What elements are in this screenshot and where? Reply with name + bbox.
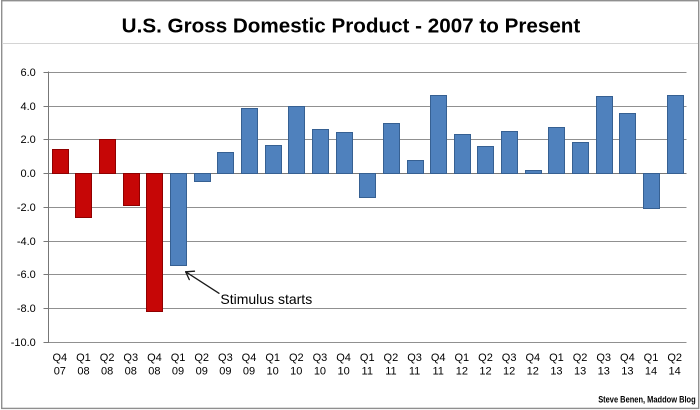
svg-text:-4.0: -4.0: [17, 236, 36, 248]
svg-text:13: 13: [621, 366, 633, 378]
svg-text:Q1: Q1: [171, 352, 186, 364]
svg-text:Q2: Q2: [100, 352, 115, 364]
svg-text:Q1: Q1: [76, 352, 91, 364]
svg-text:Q1: Q1: [644, 352, 659, 364]
svg-text:11: 11: [409, 366, 420, 378]
svg-text:Q3: Q3: [502, 352, 517, 364]
svg-text:Q2: Q2: [667, 352, 682, 364]
svg-text:13: 13: [550, 366, 562, 378]
svg-text:08: 08: [77, 366, 89, 378]
svg-text:-2.0: -2.0: [17, 202, 36, 214]
svg-text:08: 08: [101, 366, 113, 378]
svg-text:10: 10: [267, 366, 279, 378]
svg-text:09: 09: [243, 366, 255, 378]
svg-text:Q2: Q2: [384, 352, 399, 364]
svg-text:Q1: Q1: [549, 352, 564, 364]
svg-text:09: 09: [196, 366, 208, 378]
svg-text:10: 10: [314, 366, 326, 378]
svg-text:Q1: Q1: [454, 352, 469, 364]
svg-text:Q2: Q2: [289, 352, 304, 364]
svg-text:Q4: Q4: [242, 352, 257, 364]
svg-text:4.0: 4.0: [21, 101, 36, 113]
svg-text:-8.0: -8.0: [17, 303, 36, 315]
svg-text:10: 10: [290, 366, 302, 378]
svg-text:14: 14: [645, 366, 657, 378]
svg-text:Q3: Q3: [218, 352, 233, 364]
svg-text:U.S. Gross Domestic Product -: U.S. Gross Domestic Product - 2007 to Pr…: [122, 16, 581, 38]
svg-text:09: 09: [172, 366, 184, 378]
svg-text:Q4: Q4: [336, 352, 351, 364]
svg-text:-10.0: -10.0: [11, 337, 36, 349]
svg-text:13: 13: [598, 366, 610, 378]
svg-text:09: 09: [219, 366, 231, 378]
svg-text:Q3: Q3: [596, 352, 611, 364]
svg-text:10: 10: [337, 366, 349, 378]
svg-text:08: 08: [148, 366, 160, 378]
svg-text:Q1: Q1: [360, 352, 375, 364]
svg-text:Q4: Q4: [52, 352, 67, 364]
svg-text:08: 08: [125, 366, 137, 378]
svg-text:Q4: Q4: [525, 352, 540, 364]
svg-text:12: 12: [456, 366, 468, 378]
svg-text:Q1: Q1: [265, 352, 280, 364]
svg-text:Q3: Q3: [313, 352, 328, 364]
svg-text:12: 12: [527, 366, 539, 378]
svg-text:11: 11: [385, 366, 396, 378]
svg-text:Q4: Q4: [431, 352, 446, 364]
svg-text:12: 12: [479, 366, 491, 378]
svg-text:6.0: 6.0: [21, 67, 36, 79]
svg-text:07: 07: [54, 366, 66, 378]
svg-text:13: 13: [574, 366, 586, 378]
svg-text:0.0: 0.0: [21, 168, 36, 180]
svg-text:Q4: Q4: [620, 352, 635, 364]
svg-text:14: 14: [669, 366, 681, 378]
svg-text:12: 12: [503, 366, 515, 378]
svg-text:2.0: 2.0: [21, 134, 36, 146]
svg-text:-6.0: -6.0: [17, 269, 36, 281]
svg-text:Stimulus starts: Stimulus starts: [220, 291, 312, 307]
svg-text:11: 11: [362, 366, 373, 378]
svg-text:Steve Benen, Maddow Blog: Steve Benen, Maddow Blog: [598, 394, 696, 404]
svg-text:Q2: Q2: [478, 352, 493, 364]
svg-text:Q3: Q3: [123, 352, 138, 364]
svg-text:Q4: Q4: [147, 352, 162, 364]
svg-text:11: 11: [432, 366, 443, 378]
svg-text:Q2: Q2: [573, 352, 588, 364]
svg-text:Q2: Q2: [194, 352, 209, 364]
svg-text:Q3: Q3: [407, 352, 422, 364]
